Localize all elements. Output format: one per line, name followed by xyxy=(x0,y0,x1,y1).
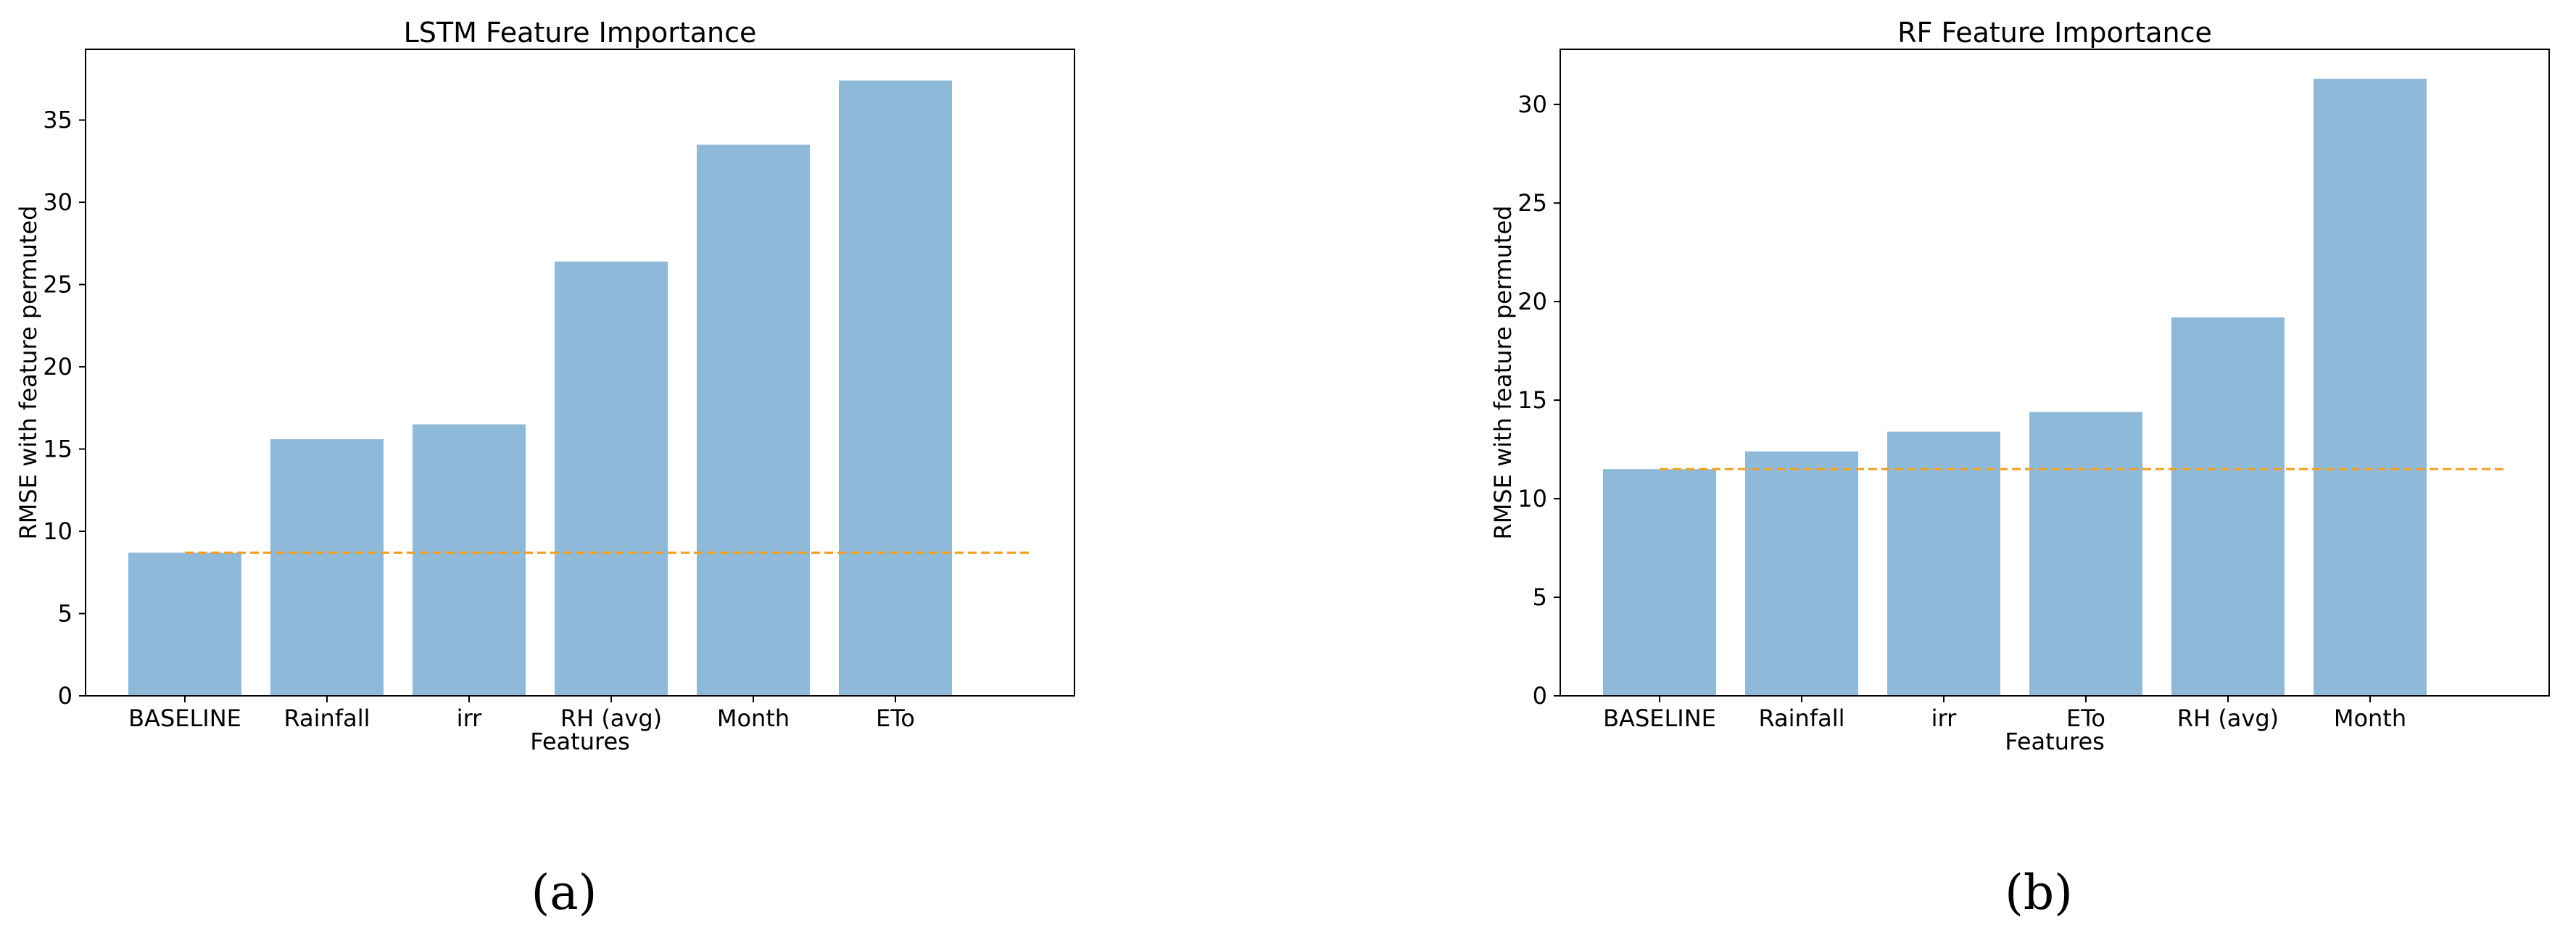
x-tick-label: Month xyxy=(717,705,790,732)
y-tick-label: 0 xyxy=(58,682,73,710)
bar-1 xyxy=(1745,451,1858,696)
bar-group xyxy=(1603,78,2427,697)
x-axis-label: Features xyxy=(2005,728,2105,755)
x-tick-label: ETo xyxy=(2066,705,2105,732)
plot-frame xyxy=(1560,49,2550,697)
x-tick-label: ETo xyxy=(876,705,915,732)
y-tick-label: 10 xyxy=(1517,485,1547,512)
x-tick-label: irr xyxy=(1931,705,1957,732)
y-tick-label: 10 xyxy=(43,518,73,545)
y-axis-ticks: 0 5 10 15 20 25 30 35 xyxy=(43,107,86,710)
x-tick-label: Month xyxy=(2334,705,2406,732)
x-axis-label: Features xyxy=(530,728,630,755)
chart-title: LSTM Feature Importance xyxy=(404,17,757,49)
bar-4 xyxy=(2171,317,2285,697)
y-tick-label: 5 xyxy=(58,600,73,628)
chart-lstm: LSTM Feature Importance BASELINE Rainfall… xyxy=(15,17,1075,921)
bar-3 xyxy=(555,261,668,696)
plot-frame xyxy=(85,49,1075,697)
y-tick-label: 15 xyxy=(1517,386,1547,414)
y-tick-label: 0 xyxy=(1533,682,1547,710)
panel-label: (b) xyxy=(2005,865,2073,921)
bar-group xyxy=(128,80,952,696)
bar-2 xyxy=(413,424,526,696)
y-tick-label: 25 xyxy=(1517,189,1547,217)
y-tick-label: 25 xyxy=(43,271,73,299)
x-tick-label: Rainfall xyxy=(1759,705,1845,732)
x-tick-label: BASELINE xyxy=(128,705,241,732)
x-tick-label: RH (avg) xyxy=(560,705,662,732)
y-axis-ticks: 0 5 10 15 20 25 30 xyxy=(1517,91,1560,710)
panel-label: (a) xyxy=(531,865,597,921)
chart-title: RF Feature Importance xyxy=(1897,17,2212,49)
bar-5 xyxy=(839,80,952,696)
y-axis-label: RMSE with feature permuted xyxy=(15,206,42,540)
x-tick-labels: BASELINE Rainfall irr RH (avg) Month ETo xyxy=(128,696,915,732)
y-tick-label: 20 xyxy=(43,353,73,381)
y-tick-label: 30 xyxy=(43,188,73,216)
y-tick-label: 20 xyxy=(1517,288,1547,315)
y-tick-label: 35 xyxy=(43,107,73,134)
bar-0 xyxy=(128,552,241,696)
bar-4 xyxy=(697,144,810,696)
bar-1 xyxy=(270,439,384,696)
x-tick-label: BASELINE xyxy=(1603,705,1716,732)
bar-2 xyxy=(1887,431,2000,696)
bar-5 xyxy=(2314,78,2427,697)
y-tick-label: 30 xyxy=(1517,91,1547,118)
x-tick-labels: BASELINE Rainfall irr ETo RH (avg) Month xyxy=(1603,696,2406,732)
x-tick-label: RH (avg) xyxy=(2177,705,2279,732)
y-tick-label: 15 xyxy=(43,436,73,463)
x-tick-label: Rainfall xyxy=(284,705,370,732)
y-tick-label: 5 xyxy=(1533,583,1547,611)
bar-0 xyxy=(1603,469,1716,696)
y-axis-label: RMSE with feature permuted xyxy=(1489,206,1517,540)
chart-rf: RF Feature Importance BASELINE Rainfall ir… xyxy=(1489,17,2550,921)
x-tick-label: irr xyxy=(457,705,482,732)
bar-3 xyxy=(2029,412,2142,696)
